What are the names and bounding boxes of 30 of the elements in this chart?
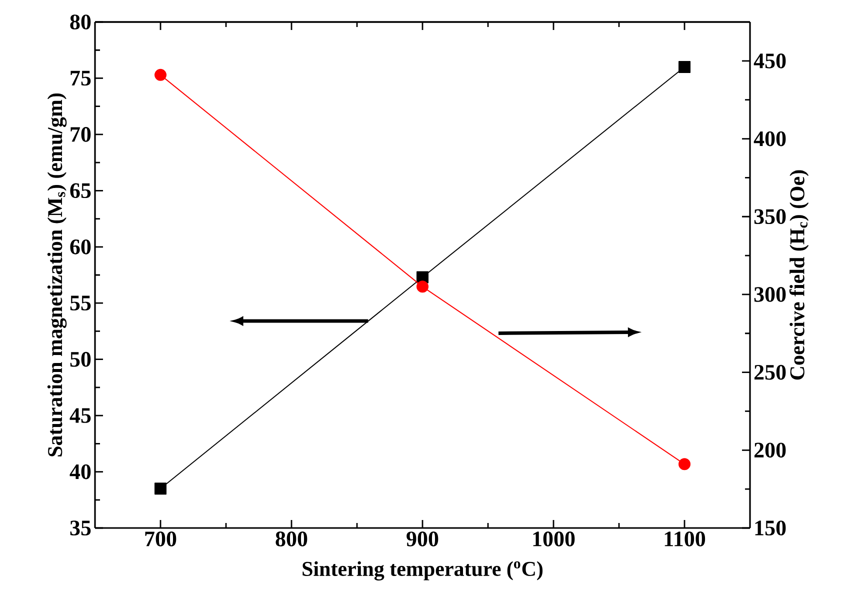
- x-tick-label: 1000: [533, 532, 575, 546]
- point: [678, 458, 691, 470]
- y2-tick-label: 400: [754, 131, 786, 146]
- point: [154, 482, 166, 495]
- x-axis-title: Sintering temperature ($^{o}$C): [302, 561, 543, 580]
- y2-tick-label: 150: [755, 520, 786, 536]
- y-axis-title: Saturation magnetization (M$_{s}$) (emu/gm): [47, 93, 67, 456]
- x-tick-label: 1100: [664, 532, 706, 546]
- y2-tick-label: 300: [754, 287, 786, 302]
- x-tick-label: 900: [406, 532, 438, 546]
- point: [678, 60, 691, 73]
- x-tick-label: 700: [145, 532, 176, 546]
- point: [154, 68, 167, 81]
- y-tick-label: 80: [70, 14, 91, 30]
- y-tick-label: 45: [70, 408, 91, 423]
- y2-tick-label: 250: [754, 364, 786, 380]
- y2-tick-label: 200: [754, 442, 786, 458]
- point: [416, 280, 429, 293]
- y-tick-label: 55: [70, 296, 91, 310]
- x-tick-label: 800: [276, 532, 308, 546]
- y2-tick-label: 350: [754, 209, 786, 224]
- y-tick-label: 60: [70, 239, 91, 254]
- y-tick-label: 35: [70, 520, 91, 536]
- y2-tick-label: 450: [754, 53, 786, 68]
- y-tick-label: 70: [70, 127, 91, 142]
- y-tick-label: 65: [70, 183, 91, 198]
- y-tick-label: 50: [70, 352, 91, 367]
- y-tick-label: 75: [70, 70, 91, 86]
- y-tick-label: 40: [70, 464, 91, 480]
- y2-axis-title: Coercive field (H$_{c}$) (Oe): [789, 170, 809, 380]
